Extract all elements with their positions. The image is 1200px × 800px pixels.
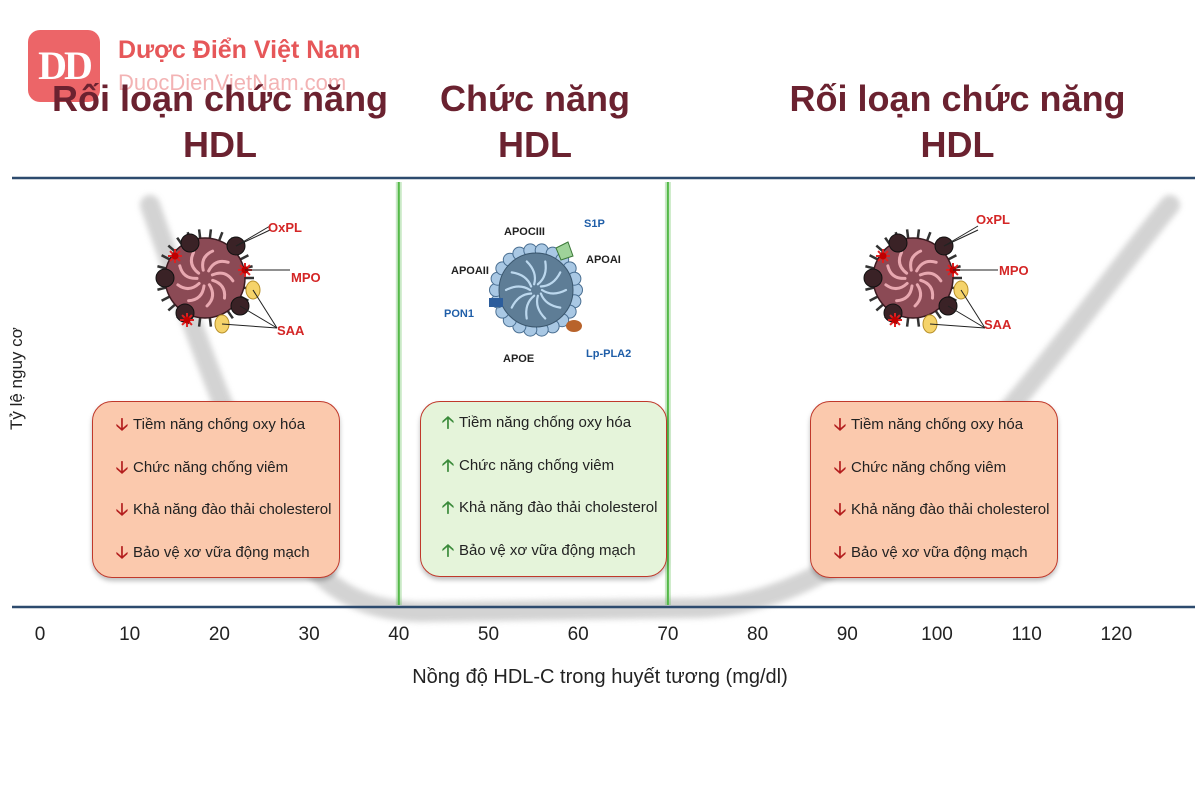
apoaii-label: APOAII	[451, 265, 489, 277]
y-axis-label: Tỷ lệ nguy cơ	[7, 327, 26, 430]
down-arrow-icon: 🡣	[115, 500, 129, 519]
mpo-label-right: MPO	[999, 263, 1029, 278]
header-middle-line2: HDL	[498, 124, 572, 165]
x-tick-label: 20	[208, 624, 230, 645]
lppla2-label: Lp-PLA2	[586, 348, 632, 360]
header-left-line2: HDL	[183, 124, 257, 165]
x-tick-label: 90	[836, 624, 858, 645]
down-arrow-icon: 🡣	[833, 500, 847, 519]
right-item-text: Bảo vệ xơ vữa động mạch	[851, 543, 1028, 561]
left-item-text: Khả năng đào thải cholesterol	[133, 501, 332, 518]
s1p-label: S1P	[584, 218, 605, 230]
watermark-site-name: Dược Điển Việt Nam	[118, 36, 361, 64]
header-left-line1: Rối loạn chức năng	[51, 78, 389, 119]
watermark-logo: DD	[28, 30, 100, 102]
apoai-label: APOAI	[586, 254, 621, 266]
middle-item-text: Khả năng đào thải cholesterol	[459, 499, 658, 516]
oxpl-label-left: OxPL	[268, 220, 302, 235]
pon1-label: PON1	[444, 308, 474, 320]
middle-item: 🡡 Tiềm năng chống oxy hóa	[441, 402, 666, 445]
left-item: 🡣 Chức năng chống viêm	[115, 447, 339, 490]
saa-label-left: SAA	[277, 323, 305, 338]
down-arrow-icon: 🡣	[833, 457, 847, 477]
header-left: Rối loạn chức năng HDL	[45, 76, 395, 168]
up-arrow-icon: 🡡	[441, 455, 455, 475]
header-middle: Chức năng HDL	[420, 76, 650, 168]
down-arrow-icon: 🡣	[115, 415, 129, 434]
x-axis-label: Nồng độ HDL-C trong huyết tương (mg/dl)	[412, 666, 788, 688]
x-tick-label: 70	[657, 624, 679, 645]
up-arrow-icon: 🡡	[441, 413, 455, 432]
left-function-box: 🡣 Tiềm năng chống oxy hóa 🡣 Chức năng chốn…	[92, 401, 340, 578]
x-tick-label: 40	[388, 624, 410, 645]
right-item-text: Chức năng chống viêm	[851, 458, 1007, 476]
right-item: 🡣 Khả năng đào thải cholesterol	[833, 489, 1057, 532]
left-item-text: Chức năng chống viêm	[133, 458, 289, 476]
x-tick-label: 10	[119, 624, 141, 645]
up-arrow-icon: 🡡	[441, 498, 455, 517]
apoe-label: APOE	[503, 353, 535, 365]
header-middle-line1: Chức năng	[439, 78, 631, 119]
middle-item-text: Tiềm năng chống oxy hóa	[459, 414, 632, 431]
dysfunctional-hdl-particle-right	[863, 225, 998, 334]
header-right-line1: Rối loạn chức năng	[789, 78, 1126, 119]
left-item-text: Tiềm năng chống oxy hóa	[133, 416, 306, 433]
x-tick-label: 30	[298, 624, 320, 645]
left-item: 🡣 Tiềm năng chống oxy hóa	[115, 404, 339, 447]
functional-hdl-particle	[489, 241, 583, 337]
right-item-text: Tiềm năng chống oxy hóa	[851, 416, 1024, 433]
left-item: 🡣 Bảo vệ xơ vữa động mạch	[115, 532, 339, 575]
apociii-label: APOCIII	[504, 226, 545, 238]
x-tick-label: 120	[1100, 624, 1133, 645]
down-arrow-icon: 🡣	[833, 415, 847, 434]
x-tick-label: 80	[747, 624, 769, 645]
header-right: Rối loạn chức năng HDL	[785, 76, 1130, 168]
watermark-site-url: DuocDienVietNam.com	[118, 70, 347, 95]
right-item: 🡣 Chức năng chống viêm	[833, 447, 1057, 490]
saa-label-right: SAA	[984, 317, 1012, 332]
middle-item: 🡡 Khả năng đào thải cholesterol	[441, 487, 666, 530]
header-right-line2: HDL	[920, 124, 995, 165]
middle-function-box: 🡡 Tiềm năng chống oxy hóa 🡡 Chức năng chốn…	[420, 401, 667, 577]
middle-item: 🡡 Bảo vệ xơ vữa động mạch	[441, 530, 666, 573]
x-tick-label: 110	[1011, 624, 1042, 645]
right-function-box: 🡣 Tiềm năng chống oxy hóa 🡣 Chức năng chốn…	[810, 401, 1058, 578]
x-tick-label: 0	[34, 624, 46, 645]
left-item: 🡣 Khả năng đào thải cholesterol	[115, 489, 339, 532]
right-item: 🡣 Bảo vệ xơ vữa động mạch	[833, 532, 1057, 575]
middle-item-text: Bảo vệ xơ vữa động mạch	[459, 541, 636, 559]
down-arrow-icon: 🡣	[833, 542, 847, 562]
down-arrow-icon: 🡣	[115, 457, 129, 477]
down-arrow-icon: 🡣	[115, 542, 129, 562]
x-tick-label: 50	[477, 624, 500, 645]
up-arrow-icon: 🡡	[441, 540, 455, 560]
oxpl-label-right: OxPL	[976, 212, 1010, 227]
left-item-text: Bảo vệ xơ vữa động mạch	[133, 543, 310, 561]
mpo-label-left: MPO	[291, 270, 321, 285]
middle-item-text: Chức năng chống viêm	[459, 456, 615, 474]
dysfunctional-hdl-particle-left	[155, 225, 290, 334]
x-tick-label: 100	[921, 624, 953, 645]
right-item-text: Khả năng đào thải cholesterol	[851, 501, 1050, 518]
right-item: 🡣 Tiềm năng chống oxy hóa	[833, 404, 1057, 447]
middle-item: 🡡 Chức năng chống viêm	[441, 445, 666, 488]
x-tick-label: 60	[567, 624, 589, 645]
